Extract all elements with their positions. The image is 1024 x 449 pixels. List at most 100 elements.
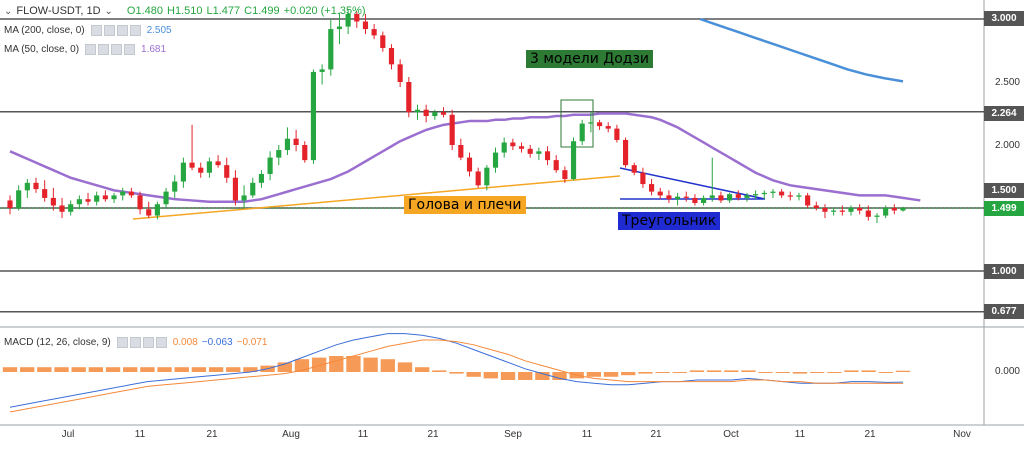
ma200-buttons[interactable] xyxy=(90,24,141,36)
candle-body xyxy=(527,148,533,154)
candle-body xyxy=(501,142,507,153)
date-tick-label: 11 xyxy=(357,429,369,440)
candle-body xyxy=(640,172,646,185)
candle-body xyxy=(848,208,854,212)
price-label-last: 1.499 xyxy=(984,201,1024,216)
candle-body xyxy=(822,208,828,212)
ma200-label: MA (200, close, 0) xyxy=(4,24,85,36)
close-icon[interactable] xyxy=(116,24,128,36)
candle-body xyxy=(406,82,412,113)
close-icon[interactable] xyxy=(111,43,123,55)
candle-body xyxy=(388,47,395,65)
candle-body xyxy=(518,146,525,149)
ma50-value: 1.681 xyxy=(141,43,167,55)
date-tick-label: Aug xyxy=(282,429,300,440)
close-value: C1.499 xyxy=(244,5,280,17)
change-value: +0.020 (+1.35%) xyxy=(283,5,366,17)
macd-histogram-bar xyxy=(243,367,258,372)
candle-body xyxy=(735,194,741,198)
candle-body xyxy=(241,195,247,201)
dodge-annotation[interactable]: 3 модели Додзи xyxy=(526,50,653,68)
candle-body xyxy=(536,151,542,154)
macd-histogram-bar xyxy=(895,370,911,372)
candle-body xyxy=(345,13,351,27)
macd-histogram-bar xyxy=(500,372,516,380)
candle-body xyxy=(362,21,369,30)
date-tick-label: Jul xyxy=(61,429,75,440)
macd-histogram-bar xyxy=(37,367,52,372)
macd-histogram-bar xyxy=(414,367,430,372)
macd-value-2: −0.063 xyxy=(201,336,233,348)
macd-histogram-bar xyxy=(689,370,705,372)
macd-histogram-bar xyxy=(105,367,121,372)
macd-histogram-bar xyxy=(380,359,395,372)
head-shoulders-annotation[interactable]: Голова и плечи xyxy=(404,196,526,214)
candle-body xyxy=(553,160,559,171)
candle-body xyxy=(874,215,880,217)
candle-body xyxy=(796,195,802,197)
macd-histogram-bar xyxy=(706,370,722,372)
candle-body xyxy=(68,204,74,212)
macd-histogram-bar xyxy=(311,357,327,372)
candle-body xyxy=(449,114,455,145)
candle-body xyxy=(111,195,117,200)
candle-body xyxy=(276,150,282,158)
macd-buttons[interactable] xyxy=(116,336,167,348)
candle-body xyxy=(614,128,620,140)
candle-body xyxy=(189,162,195,168)
candle-body xyxy=(76,199,82,205)
collapse-chevron-icon[interactable]: ⌄ xyxy=(4,5,13,17)
candle-body xyxy=(414,109,421,113)
candle-body xyxy=(466,157,473,172)
more-icon[interactable] xyxy=(155,336,167,348)
ma200-legend: MA (200, close, 0) 2.505 xyxy=(4,22,172,38)
macd-legend: MACD (12, 26, close, 9) 0.008 −0.063 −0.… xyxy=(4,334,268,350)
eye-icon[interactable] xyxy=(90,24,102,36)
ma200-value: 2.505 xyxy=(146,24,172,36)
candle-body xyxy=(293,138,299,145)
macd-histogram-bar xyxy=(655,372,670,373)
candle-body xyxy=(692,197,698,203)
macd-signal-line xyxy=(9,339,903,413)
macd-histogram-bar xyxy=(672,372,687,373)
eye-icon[interactable] xyxy=(85,43,97,55)
macd-histogram-bar xyxy=(191,367,207,372)
ma50-buttons[interactable] xyxy=(85,43,136,55)
macd-histogram-bar xyxy=(621,372,636,376)
triangle-annotation[interactable]: Треугольник xyxy=(618,212,721,230)
more-icon[interactable] xyxy=(124,43,136,55)
macd-histogram-bar xyxy=(792,372,808,374)
more-icon[interactable] xyxy=(129,24,141,36)
candle-body xyxy=(267,157,273,174)
macd-histogram-bar xyxy=(54,367,69,372)
low-value: L1.477 xyxy=(206,5,241,17)
candle-body xyxy=(59,205,65,212)
price-tick-2000: 2.000 xyxy=(994,140,1020,151)
candle-body xyxy=(180,162,186,182)
candle-body xyxy=(510,142,516,147)
ma50-label: MA (50, close, 0) xyxy=(4,43,80,55)
macd-histogram-bar xyxy=(294,359,310,372)
macd-histogram-bar xyxy=(432,370,447,372)
macd-histogram-bar xyxy=(758,372,773,373)
candle-body xyxy=(163,191,169,205)
ma50-line xyxy=(9,112,921,203)
settings-icon[interactable] xyxy=(129,336,141,348)
macd-histogram-bar xyxy=(861,370,876,372)
settings-icon[interactable] xyxy=(98,43,110,55)
interval-chevron-icon[interactable]: ⌄ xyxy=(104,5,113,17)
eye-icon[interactable] xyxy=(116,336,128,348)
macd-histogram-bar xyxy=(638,372,653,374)
candle-body xyxy=(657,191,663,196)
candle-body xyxy=(831,210,837,212)
date-tick-label: 21 xyxy=(864,429,876,440)
settings-icon[interactable] xyxy=(103,24,115,36)
candle-body xyxy=(336,26,343,30)
close-icon[interactable] xyxy=(142,336,154,348)
candle-body xyxy=(302,145,308,161)
macd-histogram-bar xyxy=(844,370,859,372)
candle-body xyxy=(709,195,715,198)
candle-body xyxy=(562,170,568,180)
macd-histogram-bar xyxy=(346,356,361,372)
